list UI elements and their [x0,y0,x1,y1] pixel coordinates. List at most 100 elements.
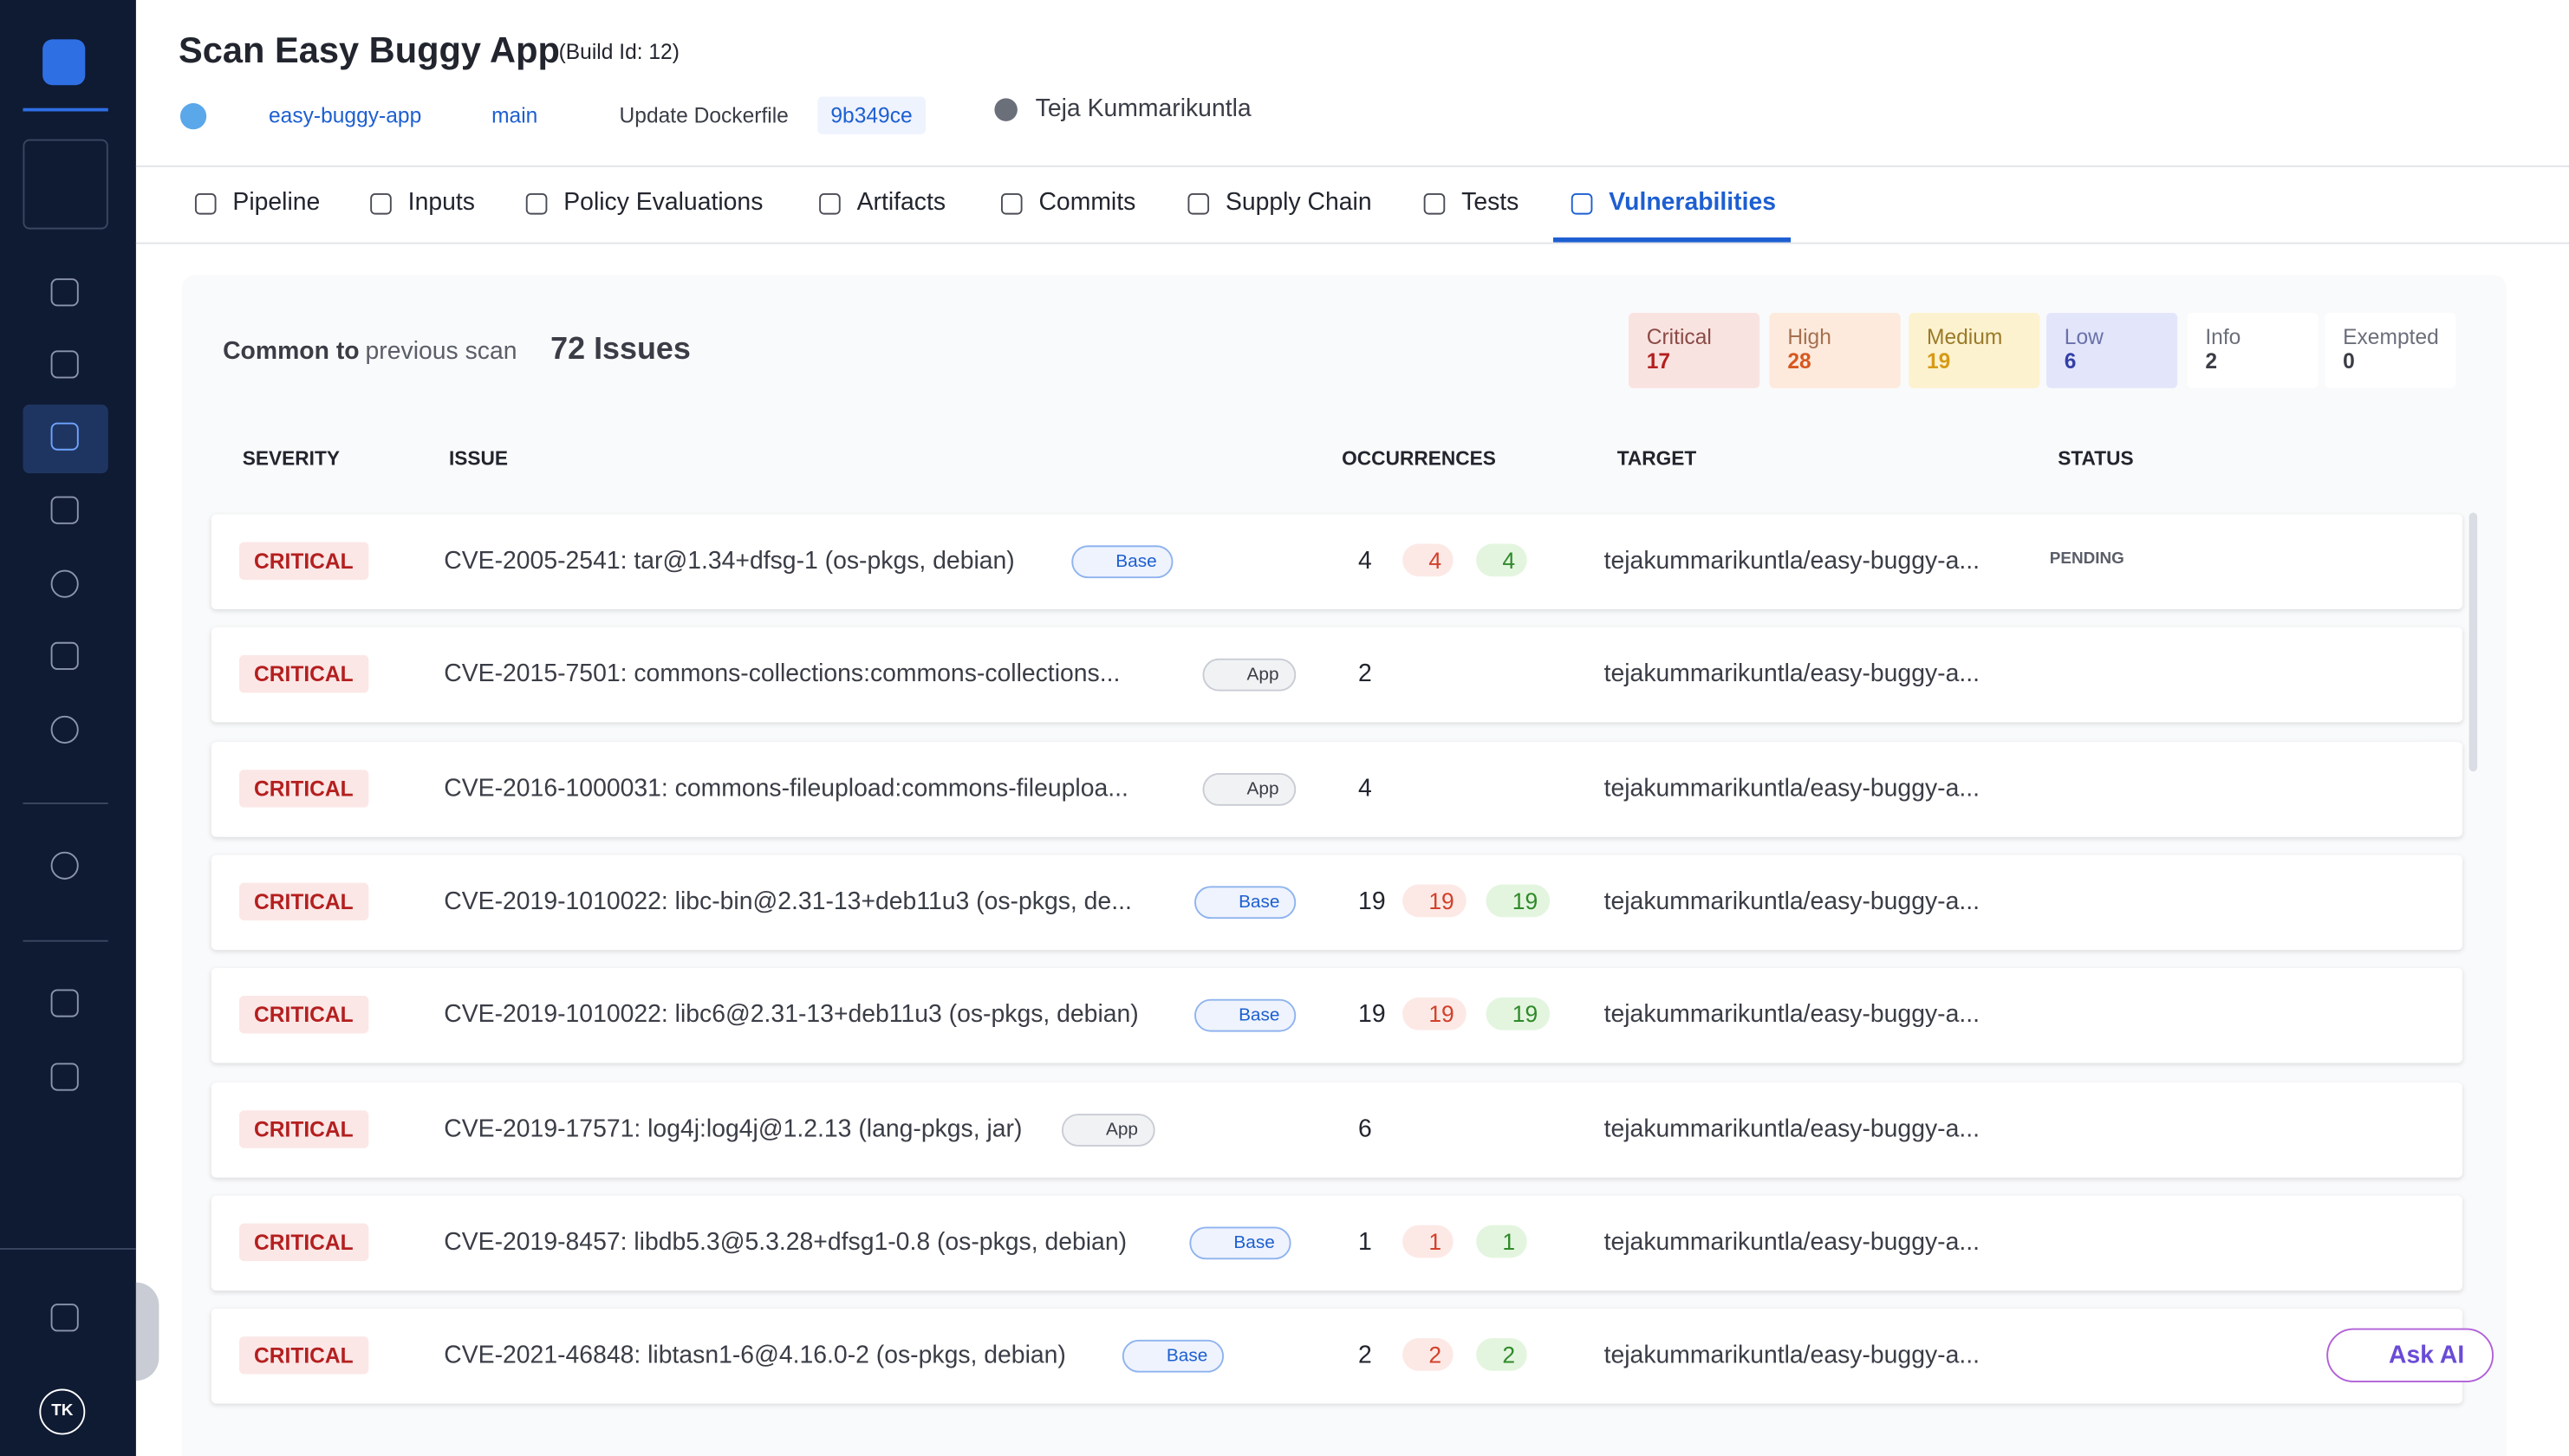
logo [42,39,86,86]
tab-icon [1000,192,1023,215]
settings-icon[interactable] [50,851,79,880]
nav-icon[interactable] [50,350,79,379]
occurrences: 4 [1358,547,1372,575]
table-row[interactable]: CRITICAL CVE-2019-1010022: libc-bin@2.31-… [211,855,2463,950]
module-button[interactable] [23,139,108,230]
new-count: 1 [1402,1225,1454,1258]
issue[interactable]: CVE-2019-1010022: libc6@2.31-13+deb11u3 … [444,1001,1139,1030]
issue[interactable]: CVE-2019-8457: libdb5.3@5.3.28+dfsg1-0.8… [444,1227,1128,1257]
help-icon[interactable] [50,1303,79,1332]
severity-count[interactable]: Info 2 [2187,312,2319,388]
user-icon [994,98,1018,121]
fixed-count: 19 [1486,884,1550,918]
layer-tag: Base [1071,545,1174,579]
nav-icon[interactable] [50,641,79,670]
severity-count[interactable]: Critical 17 [1628,312,1760,388]
issue[interactable]: CVE-2021-46848: libtasn1-6@4.16.0-2 (os-… [444,1341,1066,1370]
severity-count[interactable]: High 28 [1769,312,1901,388]
nav-icon[interactable] [50,1063,79,1091]
table-row[interactable]: CRITICAL CVE-2015-7501: commons-collectio… [211,627,2463,723]
severity: CRITICAL [238,1223,368,1261]
table-row[interactable]: CRITICAL CVE-2016-1000031: commons-fileup… [211,741,2463,836]
tab[interactable]: Artifacts [856,188,946,217]
target: tejakummarikuntla/easy-buggy-a... [1603,887,1980,916]
table-row[interactable]: CRITICAL CVE-2019-17571: log4j:log4j@1.2.… [211,1082,2463,1177]
tab[interactable]: Policy Evaluations [563,188,764,217]
occurrences: 19 [1358,1001,1386,1030]
issue[interactable]: CVE-2005-2541: tar@1.34+dfsg-1 (os-pkgs,… [444,547,1015,575]
nav-icon[interactable] [50,569,79,598]
column-header: TARGET [1616,446,1697,471]
severity: CRITICAL [238,1109,368,1147]
avatar[interactable]: TK [39,1388,86,1435]
tab[interactable]: Tests [1461,188,1519,217]
issue[interactable]: CVE-2016-1000031: commons-fileupload:com… [444,774,1128,803]
tab[interactable]: Commits [1038,188,1136,217]
issue-count[interactable]: 72 Issues [550,332,691,367]
build-id: (Build Id: 12) [558,39,680,64]
table-row[interactable]: CRITICAL CVE-2019-1010022: libc6@2.31-13+… [211,968,2463,1063]
severity-count[interactable]: Exempted 0 [2325,312,2456,388]
tab[interactable]: Vulnerabilities [1609,188,1777,217]
layer-tag: Base [1189,1226,1291,1259]
severity: CRITICAL [238,542,368,580]
new-count: 19 [1402,998,1467,1031]
issue[interactable]: CVE-2019-17571: log4j:log4j@1.2.13 (lang… [444,1115,1023,1143]
occurrences: 6 [1358,1115,1372,1143]
occurrences: 19 [1358,887,1386,916]
layer-tag: Base [1194,886,1297,919]
nav-icon[interactable] [50,422,79,451]
tab[interactable]: Supply Chain [1225,188,1372,217]
tab[interactable]: Inputs [407,188,475,217]
fixed-count: 4 [1476,543,1527,577]
new-count: 4 [1402,543,1454,577]
issue[interactable]: CVE-2019-1010022: libc-bin@2.31-13+deb11… [444,887,1132,916]
count-label: Critical [1646,324,1712,349]
occurrences: 2 [1358,660,1372,689]
active-nav[interactable] [23,404,108,474]
tab-icon [1187,192,1210,215]
new-count: 2 [1402,1338,1454,1371]
layer-tag: App [1202,772,1296,806]
nav-icon[interactable] [50,278,79,307]
count-value: 6 [2064,348,2077,374]
severity-count[interactable]: Medium 19 [1909,312,2040,388]
severity: CRITICAL [238,1336,368,1375]
repo[interactable]: easy-buggy-app [269,103,422,128]
severity: CRITICAL [238,769,368,807]
commit-hash[interactable]: 9b349ce [817,96,926,134]
count-value: 2 [2205,348,2218,374]
branch[interactable]: main [491,103,538,128]
target: tejakummarikuntla/easy-buggy-a... [1603,1227,1980,1257]
tab-icon [525,192,548,215]
target: tejakummarikuntla/easy-buggy-a... [1603,547,1980,575]
divider [23,803,108,804]
layer-tag: App [1202,659,1296,692]
fixed-count: 1 [1476,1225,1527,1258]
tab-indicator [1553,237,1792,243]
fixed-count: 2 [1476,1338,1527,1371]
target: tejakummarikuntla/easy-buggy-a... [1603,1001,1980,1030]
fixed-count: 19 [1486,998,1550,1031]
status: PENDING [2049,549,2124,569]
table-row[interactable]: CRITICAL CVE-2005-2541: tar@1.34+dfsg-1 (… [211,514,2463,610]
severity-count[interactable]: Low 6 [2045,312,2178,388]
nav-icon[interactable] [50,989,79,1017]
severity: CRITICAL [238,882,368,920]
collapse-handle[interactable] [135,1282,159,1381]
count-label: Exempted [2343,324,2439,349]
count-label: Low [2064,324,2104,349]
nav-icon[interactable] [50,715,79,744]
target: tejakummarikuntla/easy-buggy-a... [1603,660,1980,689]
nav-icon[interactable] [50,496,79,524]
issue[interactable]: CVE-2015-7501: commons-collections:commo… [444,660,1121,689]
table-row[interactable]: CRITICAL CVE-2019-8457: libdb5.3@5.3.28+d… [211,1195,2463,1290]
ask-ai-button[interactable]: Ask AI [2326,1328,2494,1382]
user: Teja Kummarikuntla [1035,94,1252,123]
target: tejakummarikuntla/easy-buggy-a... [1603,774,1980,803]
divider [23,939,108,942]
count-value: 19 [1926,348,1951,374]
table-row[interactable]: CRITICAL CVE-2021-46848: libtasn1-6@4.16.… [211,1309,2463,1404]
tab[interactable]: Pipeline [232,188,321,217]
